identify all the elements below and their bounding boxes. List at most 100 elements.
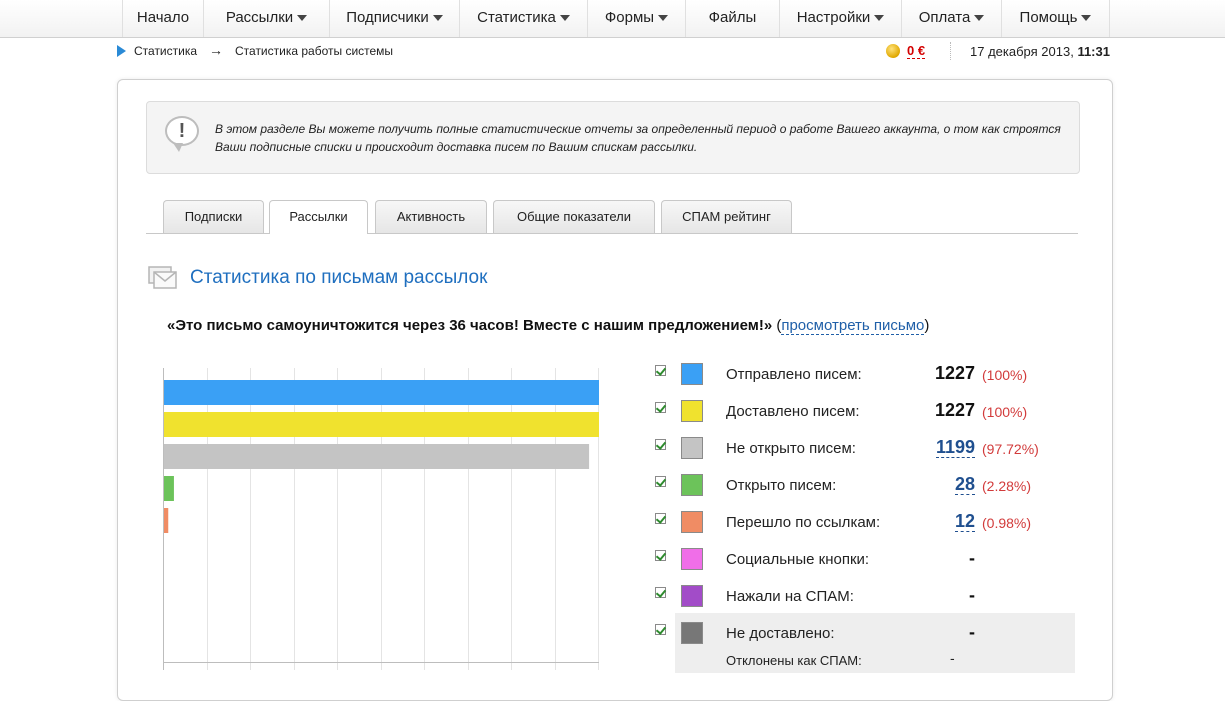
legend-value[interactable]: 28 (912, 474, 975, 495)
checkbox[interactable] (655, 587, 666, 598)
checkbox[interactable] (655, 402, 666, 413)
view-letter-link[interactable]: просмотреть письмо (781, 317, 925, 335)
nav-item-forms[interactable]: Формы (588, 0, 686, 37)
legend-row-sent: Отправлено писем: 1227 (100%) (655, 363, 1055, 403)
nav-label: Настройки (796, 9, 871, 26)
legend-percent: (2.28%) (982, 478, 1032, 494)
legend-value: 1227 (912, 363, 975, 384)
legend-row-social: Социальные кнопки: - (655, 548, 1055, 588)
mailing-subject: «Это письмо самоуничтожится через 36 час… (167, 317, 930, 335)
chevron-down-icon (432, 15, 443, 22)
paren-open: ( (776, 317, 782, 334)
legend-percent: (100%) (982, 367, 1028, 383)
chevron-down-icon (559, 15, 570, 22)
checkbox[interactable] (655, 476, 666, 487)
nav-item-files[interactable]: Файлы (686, 0, 780, 37)
legend-label: Нажали на СПАМ: (726, 588, 854, 605)
chart-bar (164, 508, 169, 533)
legend-value-text: - (969, 585, 975, 605)
tab-mailings[interactable]: Рассылки (269, 200, 368, 234)
nav-label: Подписчики (346, 9, 429, 26)
checkbox[interactable] (655, 624, 666, 635)
checkbox[interactable] (655, 439, 666, 450)
nav-item-settings[interactable]: Настройки (780, 0, 902, 37)
exclamation-icon: ! (165, 116, 199, 152)
legend-value-text: 1199 (935, 437, 975, 458)
breadcrumb-current: Статистика работы системы (235, 44, 394, 58)
tab-activity[interactable]: Активность (375, 200, 487, 233)
legend-label: Отправлено писем: (726, 366, 862, 383)
legend-value: - (912, 548, 975, 569)
legend-value: - (912, 585, 975, 606)
legend-label: Не открыто писем: (726, 440, 856, 457)
sub-legend-label: Отклонены как СПАМ: (726, 653, 862, 668)
legend-row-spam: Нажали на СПАМ: - (655, 585, 1055, 625)
legend-row-not-delivered: Не доставлено: - (655, 613, 1075, 673)
nav-label: Начало (136, 9, 190, 26)
account-balance[interactable]: 0 € (907, 43, 926, 59)
tab-subscriptions[interactable]: Подписки (163, 200, 264, 233)
chart-bar (164, 380, 599, 405)
legend-value[interactable]: 12 (912, 511, 975, 532)
legend-row-delivered: Доставлено писем: 1227 (100%) (655, 400, 1055, 440)
color-swatch (681, 437, 703, 459)
legend-row-clicked: Перешло по ссылкам: 12 (0.98%) (655, 511, 1055, 551)
checkbox[interactable] (655, 513, 666, 524)
checkbox[interactable] (655, 365, 666, 376)
mailing-subject-text: «Это письмо самоуничтожится через 36 час… (167, 317, 773, 334)
nav-label: Помощь (1019, 9, 1078, 26)
legend-percent: (97.72%) (982, 441, 1039, 457)
nav-item-statistics[interactable]: Статистика (460, 0, 588, 37)
legend-value-text: 1227 (934, 400, 975, 420)
chart-bar (164, 476, 174, 501)
breadcrumb-separator: → (209, 42, 223, 58)
info-notice: ! В этом разделе Вы можете получить полн… (146, 101, 1080, 174)
nav-item-subscribers[interactable]: Подписчики (330, 0, 460, 37)
date-text: 17 декабря 2013, (970, 44, 1074, 59)
nav-item-home[interactable]: Начало (122, 0, 204, 37)
nav-label: Статистика (477, 9, 556, 26)
legend-value-text: 1227 (934, 363, 975, 383)
tab-general-indicators[interactable]: Общие показатели (493, 200, 655, 233)
legend-value[interactable]: 1199 (912, 437, 975, 458)
envelope-icon (148, 266, 177, 289)
nav-label: Файлы (708, 9, 757, 26)
chevron-down-icon (874, 15, 885, 22)
time-text: 11:31 (1077, 44, 1110, 59)
legend-value-text: 12 (954, 511, 975, 532)
paren-close: ) (924, 317, 930, 334)
nav-item-help[interactable]: Помощь (1002, 0, 1110, 37)
chevron-down-icon (297, 15, 308, 22)
checkbox[interactable] (655, 550, 666, 561)
legend-label: Социальные кнопки: (726, 551, 870, 568)
info-text: В этом разделе Вы можете получить полные… (215, 122, 1061, 154)
legend-value: 1227 (912, 400, 975, 421)
breadcrumb-arrow-icon (117, 45, 126, 57)
color-swatch (681, 511, 703, 533)
tab-spam-rating[interactable]: СПАМ рейтинг (661, 200, 792, 233)
divider (950, 42, 951, 60)
legend-row-not-opened: Не открыто писем: 1199 (97.72%) (655, 437, 1055, 477)
sub-legend-value: - (950, 650, 955, 666)
nav-label: Рассылки (225, 9, 294, 26)
legend-percent: (100%) (982, 404, 1028, 420)
chevron-down-icon (974, 15, 985, 22)
section-title: Статистика по письмам рассылок (190, 267, 488, 288)
legend-label: Перешло по ссылкам: (726, 514, 881, 531)
breadcrumb-statistics[interactable]: Статистика (134, 44, 198, 58)
chevron-down-icon (658, 15, 669, 22)
legend-percent: (0.98%) (982, 515, 1032, 531)
chevron-down-icon (1081, 15, 1092, 22)
coins-icon (886, 44, 900, 58)
color-swatch (681, 400, 703, 422)
color-swatch (681, 474, 703, 496)
legend-value-text: 28 (954, 474, 975, 495)
chart-bar (164, 412, 599, 437)
legend-label: Открыто писем: (726, 477, 837, 494)
nav-item-mailings[interactable]: Рассылки (204, 0, 330, 37)
legend-label: Доставлено писем: (726, 403, 860, 420)
legend-value-text: - (969, 548, 975, 568)
nav-item-payment[interactable]: Оплата (902, 0, 1002, 37)
legend-value-text: - (969, 622, 975, 642)
legend-row-opened: Открыто писем: 28 (2.28%) (655, 474, 1055, 514)
